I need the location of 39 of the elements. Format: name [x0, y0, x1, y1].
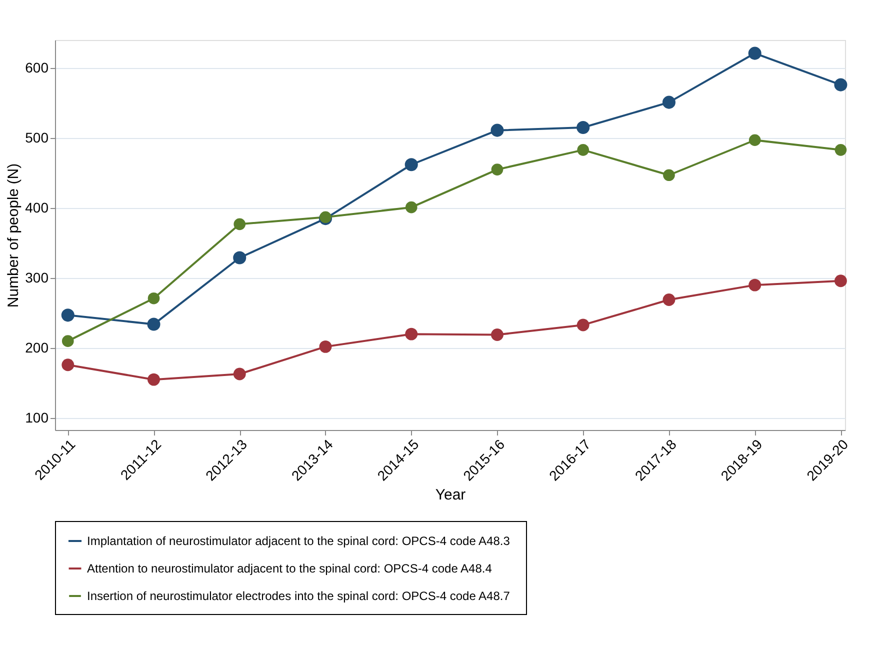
y-axis-title: Number of people (N): [5, 163, 22, 308]
point: [234, 218, 246, 230]
point: [834, 274, 847, 288]
point: [663, 169, 675, 182]
point: [148, 292, 160, 304]
point: [834, 144, 847, 156]
y-tick-label: 100: [25, 410, 49, 426]
legend-label: Attention to neurostimulator adjacent to the spinal cord: OPCS-4 code A48.4: [87, 562, 492, 576]
point: [834, 78, 848, 92]
legend-label: Insertion of neurostimulator electrodes into the spinal cord: OPCS-4 code A48.7: [87, 589, 510, 603]
point: [748, 134, 761, 146]
point: [576, 121, 590, 134]
point: [233, 251, 246, 264]
point: [404, 158, 418, 172]
point: [576, 318, 590, 332]
point: [61, 308, 74, 322]
point: [662, 294, 676, 306]
x-axis-title: Year: [435, 486, 466, 504]
point: [147, 318, 160, 331]
y-tick-label: 600: [25, 60, 49, 76]
legend-label: Implantation of neurostimulator adjacent to the spinal cord: OPCS-4 code A48.3: [87, 534, 510, 548]
y-tick-label: 400: [25, 200, 49, 216]
point: [405, 201, 418, 214]
point: [577, 144, 590, 156]
point: [748, 278, 762, 292]
point: [405, 328, 418, 340]
point: [62, 358, 74, 372]
point: [748, 46, 762, 60]
y-tick-label: 300: [25, 270, 49, 286]
y-tick-label: 200: [25, 340, 49, 356]
point: [491, 164, 504, 176]
y-tick-label: 500: [25, 130, 49, 146]
point: [490, 124, 504, 137]
point: [319, 340, 332, 353]
point: [62, 335, 74, 347]
point: [662, 96, 676, 109]
point: [233, 368, 246, 380]
point: [491, 328, 504, 341]
point: [148, 373, 160, 386]
